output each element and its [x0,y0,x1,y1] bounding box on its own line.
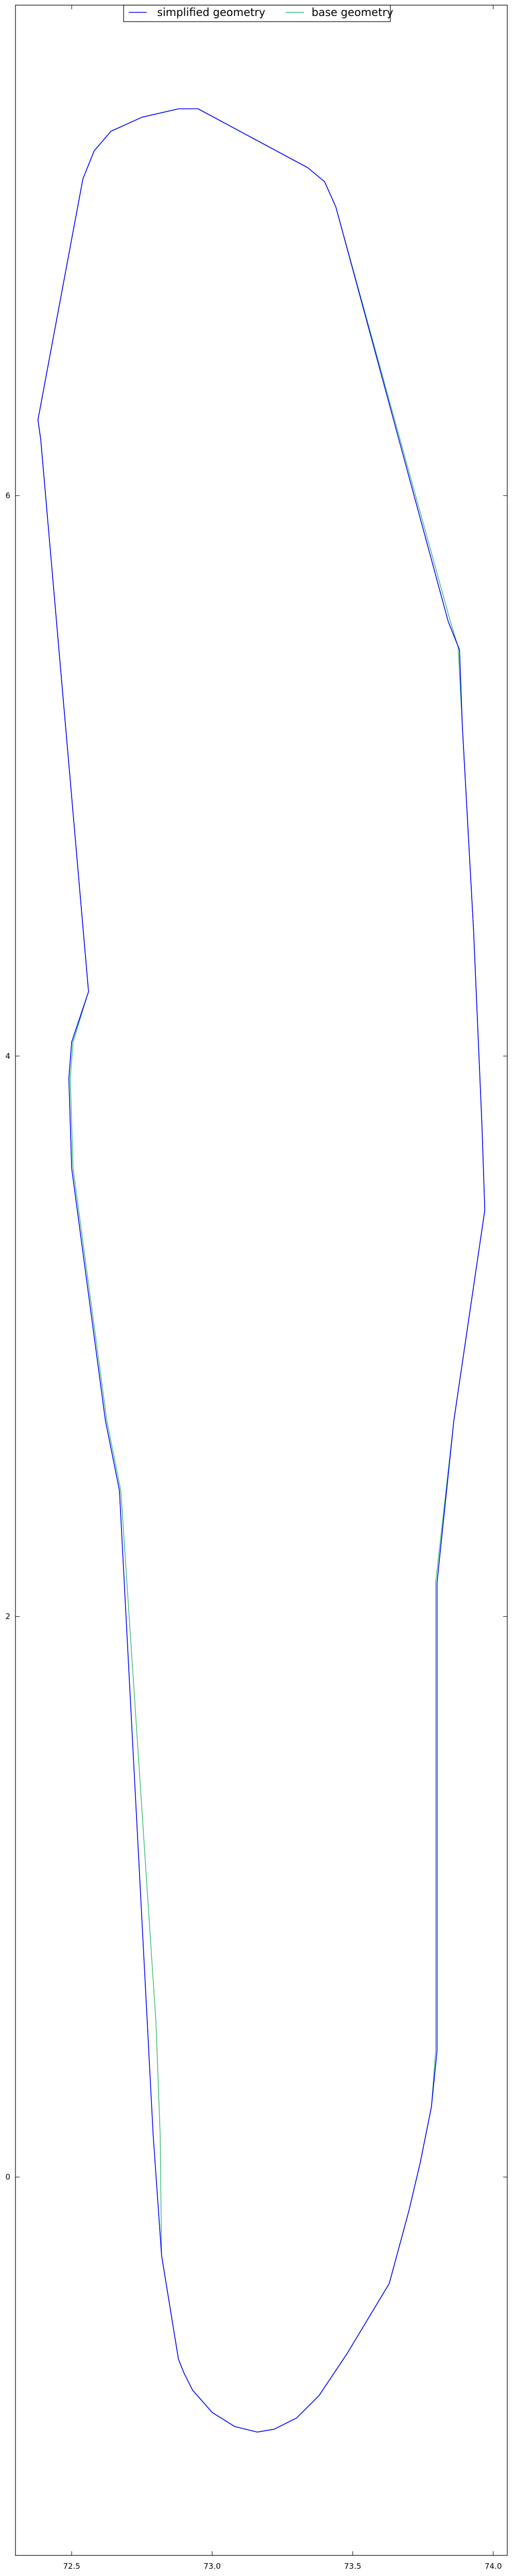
series-layer [37,108,486,2433]
plot-area [15,5,508,2556]
series-line-simplified-geometry [37,108,486,2433]
y-tick-label: 6 [5,491,10,500]
legend-box [123,5,391,22]
x-tick-label: 73.5 [344,2562,361,2571]
y-tick-label: 0 [5,2173,10,2182]
y-tick-label: 2 [5,1612,10,1621]
x-tick-label: 73.0 [203,2562,220,2571]
legend-label-simplified: simplified geometry [157,6,265,19]
x-tick-label: 74.0 [485,2562,502,2571]
y-tick-label: 4 [5,1052,10,1061]
y-axis: 0 2 4 6 [5,491,507,2182]
legend: simplified geometry base geometry [123,5,393,22]
x-tick-label: 72.5 [63,2562,80,2571]
legend-label-base: base geometry [312,6,393,19]
